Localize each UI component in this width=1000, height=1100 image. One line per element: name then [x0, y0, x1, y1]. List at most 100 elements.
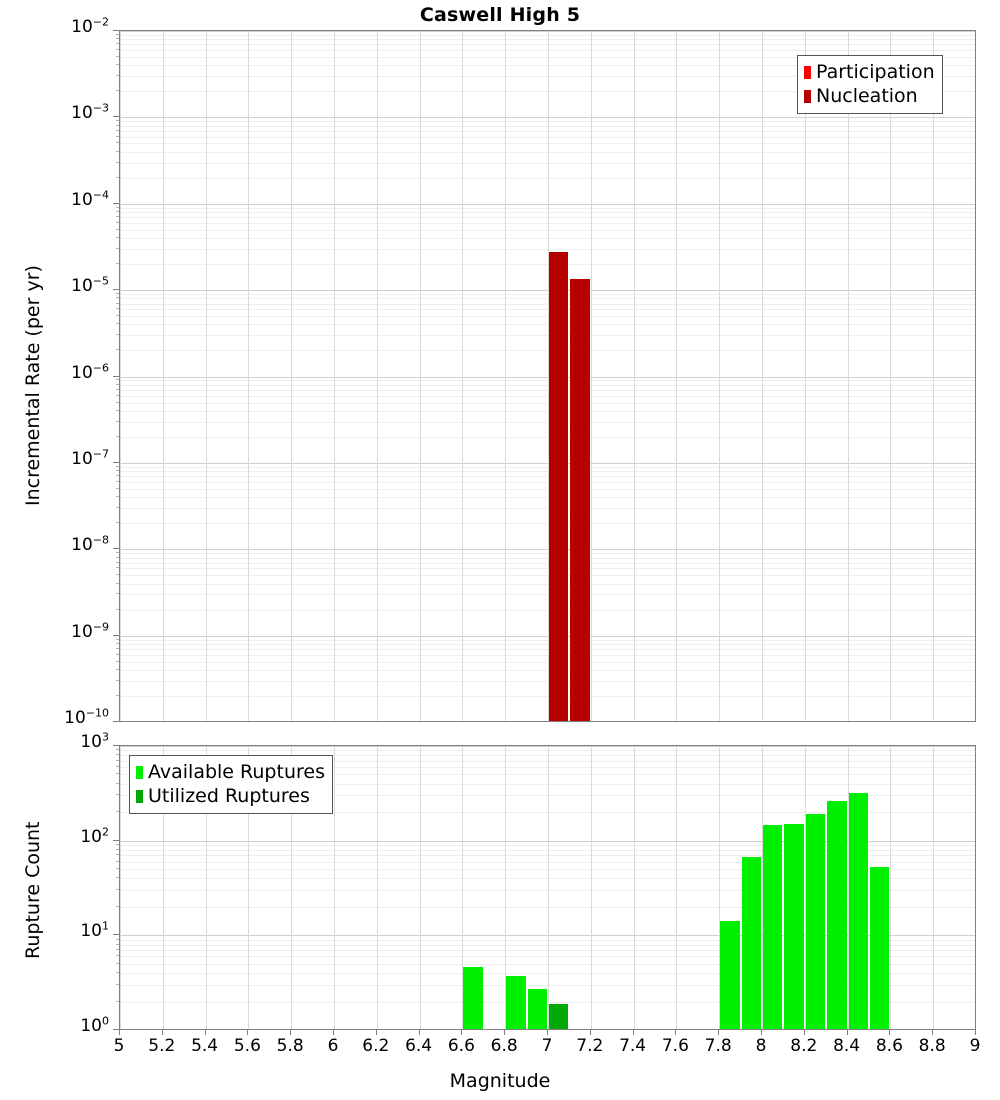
y-tick-mark-minor [116, 49, 119, 50]
legend-label: Available Ruptures [148, 760, 325, 783]
y-tick-mark-minor [116, 229, 119, 230]
gridline-minor-horizontal [120, 845, 975, 846]
y-tick-mark-minor [116, 384, 119, 385]
bar-available-ruptures [827, 801, 847, 1029]
x-tick-mark [675, 1030, 676, 1035]
y-tick-mark-minor [116, 963, 119, 964]
y-tick-label: 10−7 [71, 447, 109, 469]
x-tick-mark [376, 1030, 377, 1035]
gridline-minor-horizontal [120, 178, 975, 179]
gridline-minor-horizontal [120, 869, 975, 870]
bar-utilized-ruptures [549, 1003, 569, 1029]
gridline-vertical [163, 746, 164, 1029]
gridline-minor-horizontal [120, 950, 975, 951]
gridline-vertical [676, 31, 677, 721]
gridline-minor-horizontal [120, 956, 975, 957]
legend-swatch-icon [804, 89, 811, 103]
x-tick-mark [718, 1030, 719, 1035]
y-tick-mark-minor [116, 34, 119, 35]
x-tick-mark [761, 1030, 762, 1035]
y-tick-mark-minor [116, 177, 119, 178]
gridline-vertical [462, 746, 463, 1029]
y-tick-mark-minor [116, 562, 119, 563]
gridline-minor-horizontal [120, 437, 975, 438]
y-tick-mark [113, 30, 119, 31]
gridline-minor-horizontal [120, 422, 975, 423]
legend-swatch-icon [136, 789, 143, 803]
y-tick-mark-minor [116, 669, 119, 670]
y-tick-mark-minor [116, 868, 119, 869]
y-tick-mark-minor [116, 125, 119, 126]
gridline-vertical [206, 746, 207, 1029]
gridline-minor-horizontal [120, 945, 975, 946]
x-tick-label: 8.2 [790, 1036, 818, 1056]
bar-available-ruptures [784, 823, 804, 1029]
legend-item: Available Ruptures [136, 760, 325, 784]
gridline-minor-horizontal [120, 761, 975, 762]
y-tick-mark-minor [116, 237, 119, 238]
gridline-minor-horizontal [120, 812, 975, 813]
y-tick-mark-minor [116, 142, 119, 143]
x-tick-label: 5 [113, 1036, 125, 1056]
bar-nucleation [549, 251, 569, 721]
x-tick-label: 5.2 [148, 1036, 176, 1056]
gridline-major-horizontal [120, 117, 975, 118]
y-tick-mark-minor [116, 38, 119, 39]
gridline-minor-horizontal [120, 575, 975, 576]
y-tick-mark-minor [116, 661, 119, 662]
gridline-vertical [805, 31, 806, 721]
x-tick-mark [333, 1030, 334, 1035]
x-tick-mark [119, 1030, 120, 1035]
x-tick-label: 5.4 [191, 1036, 219, 1056]
gridline-minor-horizontal [120, 940, 975, 941]
y-tick-mark-minor [116, 861, 119, 862]
gridline-minor-horizontal [120, 249, 975, 250]
gridline-minor-horizontal [120, 878, 975, 879]
legend-item: Participation [804, 60, 935, 84]
gridline-minor-horizontal [120, 784, 975, 785]
y-tick-mark-minor [116, 773, 119, 774]
gridline-minor-horizontal [120, 750, 975, 751]
x-tick-label: 9 [969, 1036, 981, 1056]
legend-item: Utilized Ruptures [136, 784, 325, 808]
legend-swatch-icon [804, 65, 811, 79]
y-tick-mark-minor [116, 136, 119, 137]
gridline-vertical [505, 746, 506, 1029]
y-tick-mark-minor [116, 402, 119, 403]
gridline-minor-horizontal [120, 223, 975, 224]
legend-swatch-icon [136, 765, 143, 779]
gridline-minor-horizontal [120, 57, 975, 58]
gridline-minor-horizontal [120, 264, 975, 265]
gridline-minor-horizontal [120, 523, 975, 524]
gridline-minor-horizontal [120, 644, 975, 645]
x-tick-mark [889, 1030, 890, 1035]
bottom-panel-legend: Available Ruptures Utilized Ruptures [129, 755, 333, 814]
gridline-minor-horizontal [120, 973, 975, 974]
y-tick-mark-minor [116, 410, 119, 411]
gridline-minor-horizontal [120, 380, 975, 381]
y-tick-mark-minor [116, 162, 119, 163]
gridline-minor-horizontal [120, 350, 975, 351]
gridline-minor-horizontal [120, 143, 975, 144]
y-tick-mark-minor [116, 766, 119, 767]
gridline-minor-horizontal [120, 471, 975, 472]
gridline-vertical [933, 746, 934, 1029]
y-tick-mark-minor [116, 639, 119, 640]
gridline-minor-horizontal [120, 298, 975, 299]
y-tick-mark-minor [116, 889, 119, 890]
y-tick-mark-minor [116, 389, 119, 390]
gridline-minor-horizontal [120, 907, 975, 908]
y-tick-mark-minor [116, 248, 119, 249]
gridline-vertical [890, 31, 891, 721]
y-tick-mark-minor [116, 749, 119, 750]
x-tick-label: 7 [541, 1036, 553, 1056]
y-tick-mark-minor [116, 574, 119, 575]
gridline-minor-horizontal [120, 39, 975, 40]
page-title: Caswell High 5 [419, 4, 581, 26]
y-tick-mark-minor [116, 297, 119, 298]
gridline-vertical [933, 31, 934, 721]
gridline-minor-horizontal [120, 476, 975, 477]
gridline-vertical [634, 31, 635, 721]
y-tick-mark-minor [116, 552, 119, 553]
